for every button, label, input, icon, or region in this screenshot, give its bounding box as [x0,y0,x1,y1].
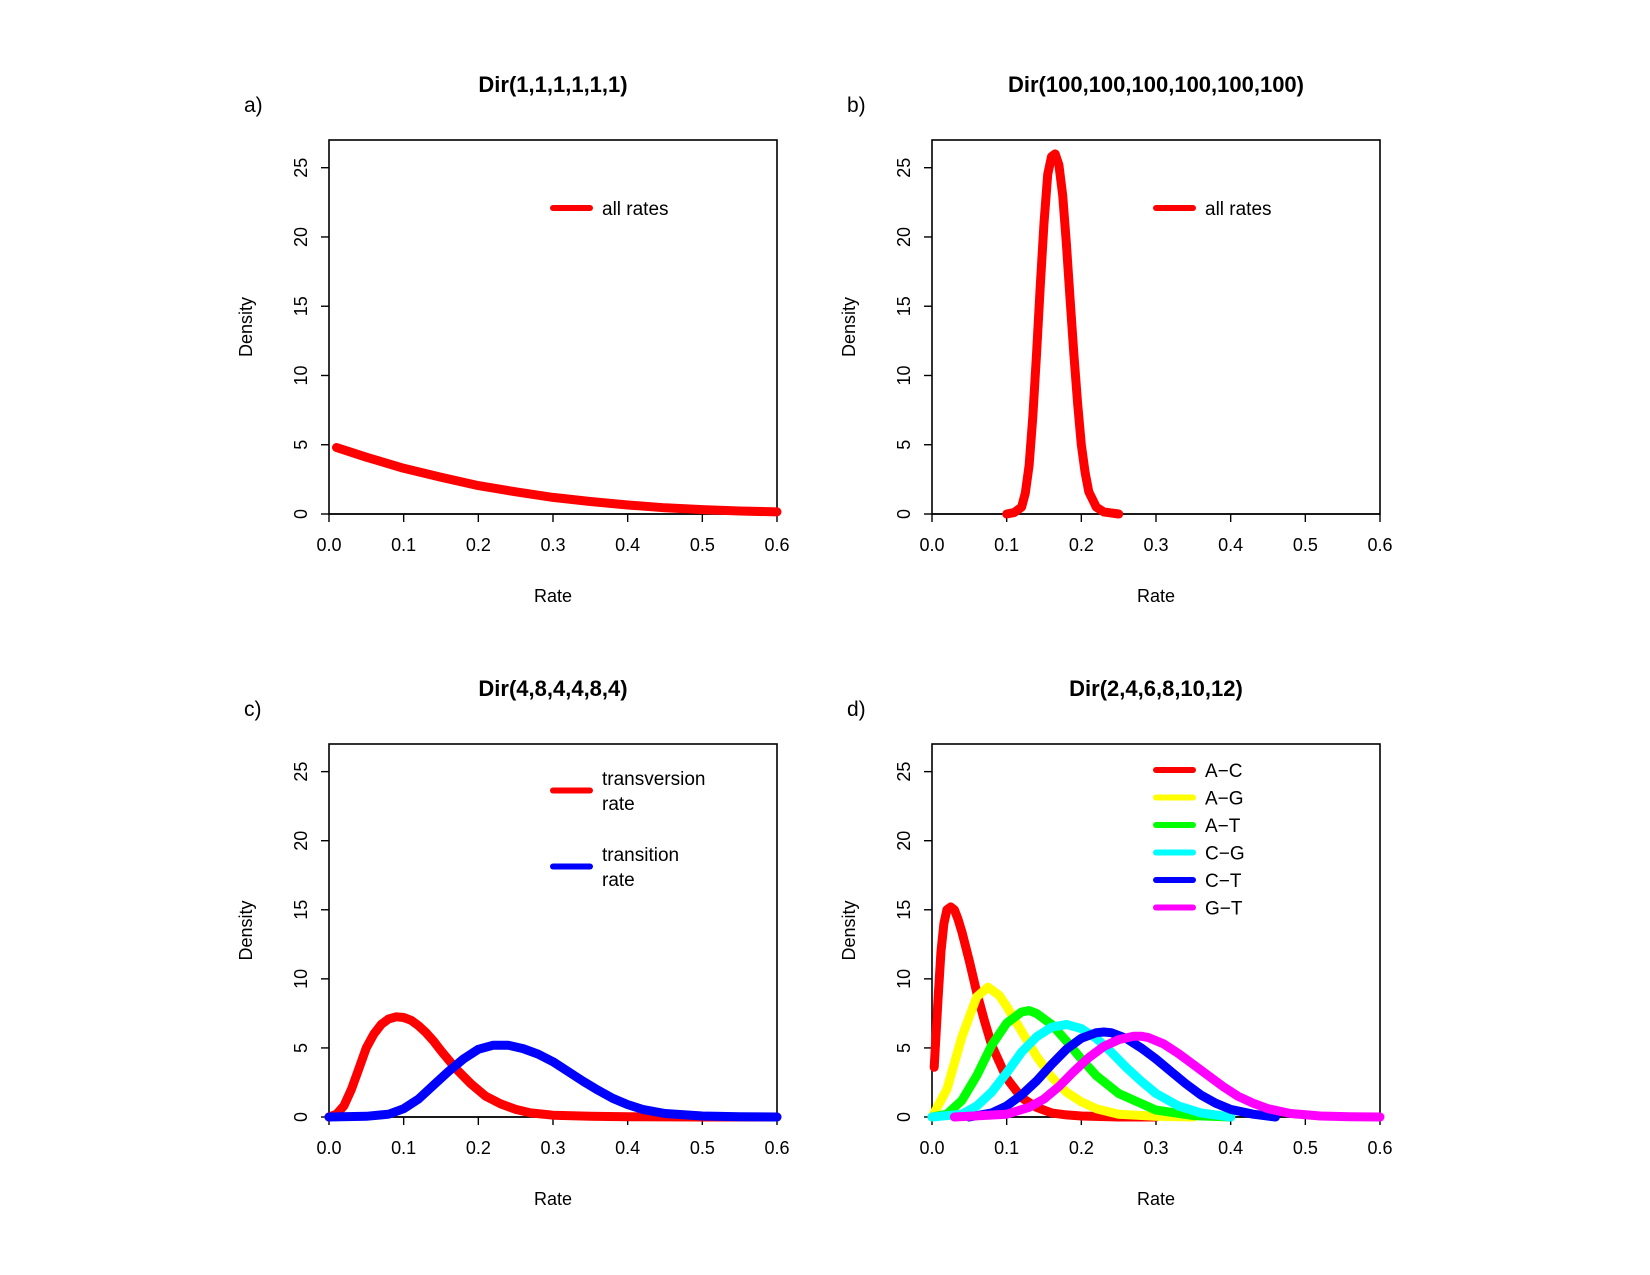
y-tick-label: 15 [291,900,311,920]
y-tick-label: 5 [894,1043,914,1053]
y-tick-label: 5 [291,440,311,450]
legend: all rates [550,199,669,220]
series-line-all rates [1002,149,1124,519]
x-tick-label: 0.2 [466,1138,491,1158]
x-tick-label: 0.5 [690,1138,715,1158]
y-tick-label: 10 [894,969,914,989]
y-tick-label: 0 [894,1112,914,1122]
panel-label: a) [244,94,263,117]
panel-label: d) [847,698,866,721]
y-tick-label: 10 [291,969,311,989]
legend: transversion rate transition rate [550,769,706,891]
legend-label: rate [602,870,635,891]
x-tick-label: 0.4 [615,1138,640,1158]
x-tick-label: 0.6 [1367,1138,1392,1158]
y-tick-label: 20 [894,227,914,247]
x-axis-label: Rate [534,586,572,606]
x-tick-label: 0.3 [1143,535,1168,555]
x-tick-label: 0.6 [1367,535,1392,555]
legend-label: all rates [1205,199,1272,220]
chart-title: Dir(4,8,4,4,8,4) [478,676,627,701]
series-line-C−G [927,1019,1236,1122]
x-tick-label: 0.1 [391,1138,416,1158]
y-tick-label: 25 [291,762,311,782]
x-tick-label: 0.1 [994,1138,1019,1158]
panel-label: b) [847,94,866,117]
series-line-transversion rate [324,1012,782,1122]
panel-label: c) [244,698,262,721]
x-tick-label: 0.0 [919,1138,944,1158]
y-tick-label: 0 [291,509,311,519]
x-tick-label: 0.3 [1143,1138,1168,1158]
x-tick-label: 0.0 [919,535,944,555]
x-tick-label: 0.4 [1218,535,1243,555]
y-tick-label: 10 [291,365,311,385]
x-axis-label: Rate [1137,586,1175,606]
x-tick-label: 0.3 [540,535,565,555]
legend-label: transition [602,845,679,866]
chart-title: Dir(1,1,1,1,1,1) [478,72,627,97]
legend: all rates [1153,199,1272,220]
series-line-all rates [332,443,782,517]
y-tick-label: 15 [894,900,914,920]
legend-label: all rates [602,199,669,220]
y-tick-label: 15 [894,296,914,316]
legend-label: A−C [1205,761,1243,782]
y-tick-label: 10 [894,365,914,385]
x-tick-label: 0.5 [690,535,715,555]
legend-label: rate [602,794,635,815]
chart-title: Dir(2,4,6,8,10,12) [1069,676,1243,701]
chart-panel-3: c) Dir(4,8,4,4,8,4) 0.0 0.1 0.2 0.3 0.4 0.5 0.6 0… [236,676,790,1209]
y-tick-label: 20 [894,831,914,851]
chart-panel-4: d) Dir(2,4,6,8,10,12) 0.0 0.1 0.2 0.3 0.4 0.5 0.… [839,676,1393,1209]
y-tick-label: 25 [894,762,914,782]
y-tick-label: 20 [291,227,311,247]
series-line-transition rate [324,1040,782,1122]
y-tick-label: 25 [894,158,914,178]
x-tick-label: 0.0 [316,535,341,555]
x-tick-label: 0.4 [615,535,640,555]
series-line-C−T [964,1027,1280,1122]
x-tick-label: 0.4 [1218,1138,1243,1158]
x-tick-label: 0.1 [994,535,1019,555]
x-tick-label: 0.1 [391,535,416,555]
x-axis-label: Rate [1137,1189,1175,1209]
legend-label: C−T [1205,871,1242,892]
y-axis-label: Density [236,900,256,960]
chart-panel-1: a) Dir(1,1,1,1,1,1) 0.0 0.1 0.2 0.3 0.4 0.5 0.6 0… [236,72,790,606]
chart-panel-2: b) Dir(100,100,100,100,100,100) 0.0 0.1 0.2 0… [839,72,1393,606]
legend-label: G−T [1205,899,1243,920]
y-tick-label: 20 [291,831,311,851]
y-tick-label: 0 [894,509,914,519]
y-axis-label: Density [236,297,256,357]
y-axis-label: Density [839,900,859,960]
series-line-G−T [949,1031,1385,1122]
x-tick-label: 0.0 [316,1138,341,1158]
y-tick-label: 5 [894,440,914,450]
x-axis-label: Rate [534,1189,572,1209]
x-tick-label: 0.6 [764,1138,789,1158]
x-tick-label: 0.6 [764,535,789,555]
legend-label: A−G [1205,789,1244,810]
y-tick-label: 25 [291,158,311,178]
y-tick-label: 5 [291,1043,311,1053]
legend-label: A−T [1205,816,1241,837]
legend-label: C−G [1205,844,1245,865]
x-tick-label: 0.5 [1293,1138,1318,1158]
x-tick-label: 0.5 [1293,535,1318,555]
y-tick-label: 0 [291,1112,311,1122]
x-tick-label: 0.2 [466,535,491,555]
chart-title: Dir(100,100,100,100,100,100) [1008,72,1304,97]
y-axis-label: Density [839,297,859,357]
legend: A−C A−G A−T C−G C−T G−T [1153,761,1245,920]
x-tick-label: 0.3 [540,1138,565,1158]
plot-frame [931,139,1381,515]
y-tick-label: 15 [291,296,311,316]
x-tick-label: 0.2 [1069,1138,1094,1158]
x-tick-label: 0.2 [1069,535,1094,555]
plot-frame [328,139,778,515]
legend-label: transversion [602,769,706,790]
series-line-A−T [927,1006,1236,1122]
